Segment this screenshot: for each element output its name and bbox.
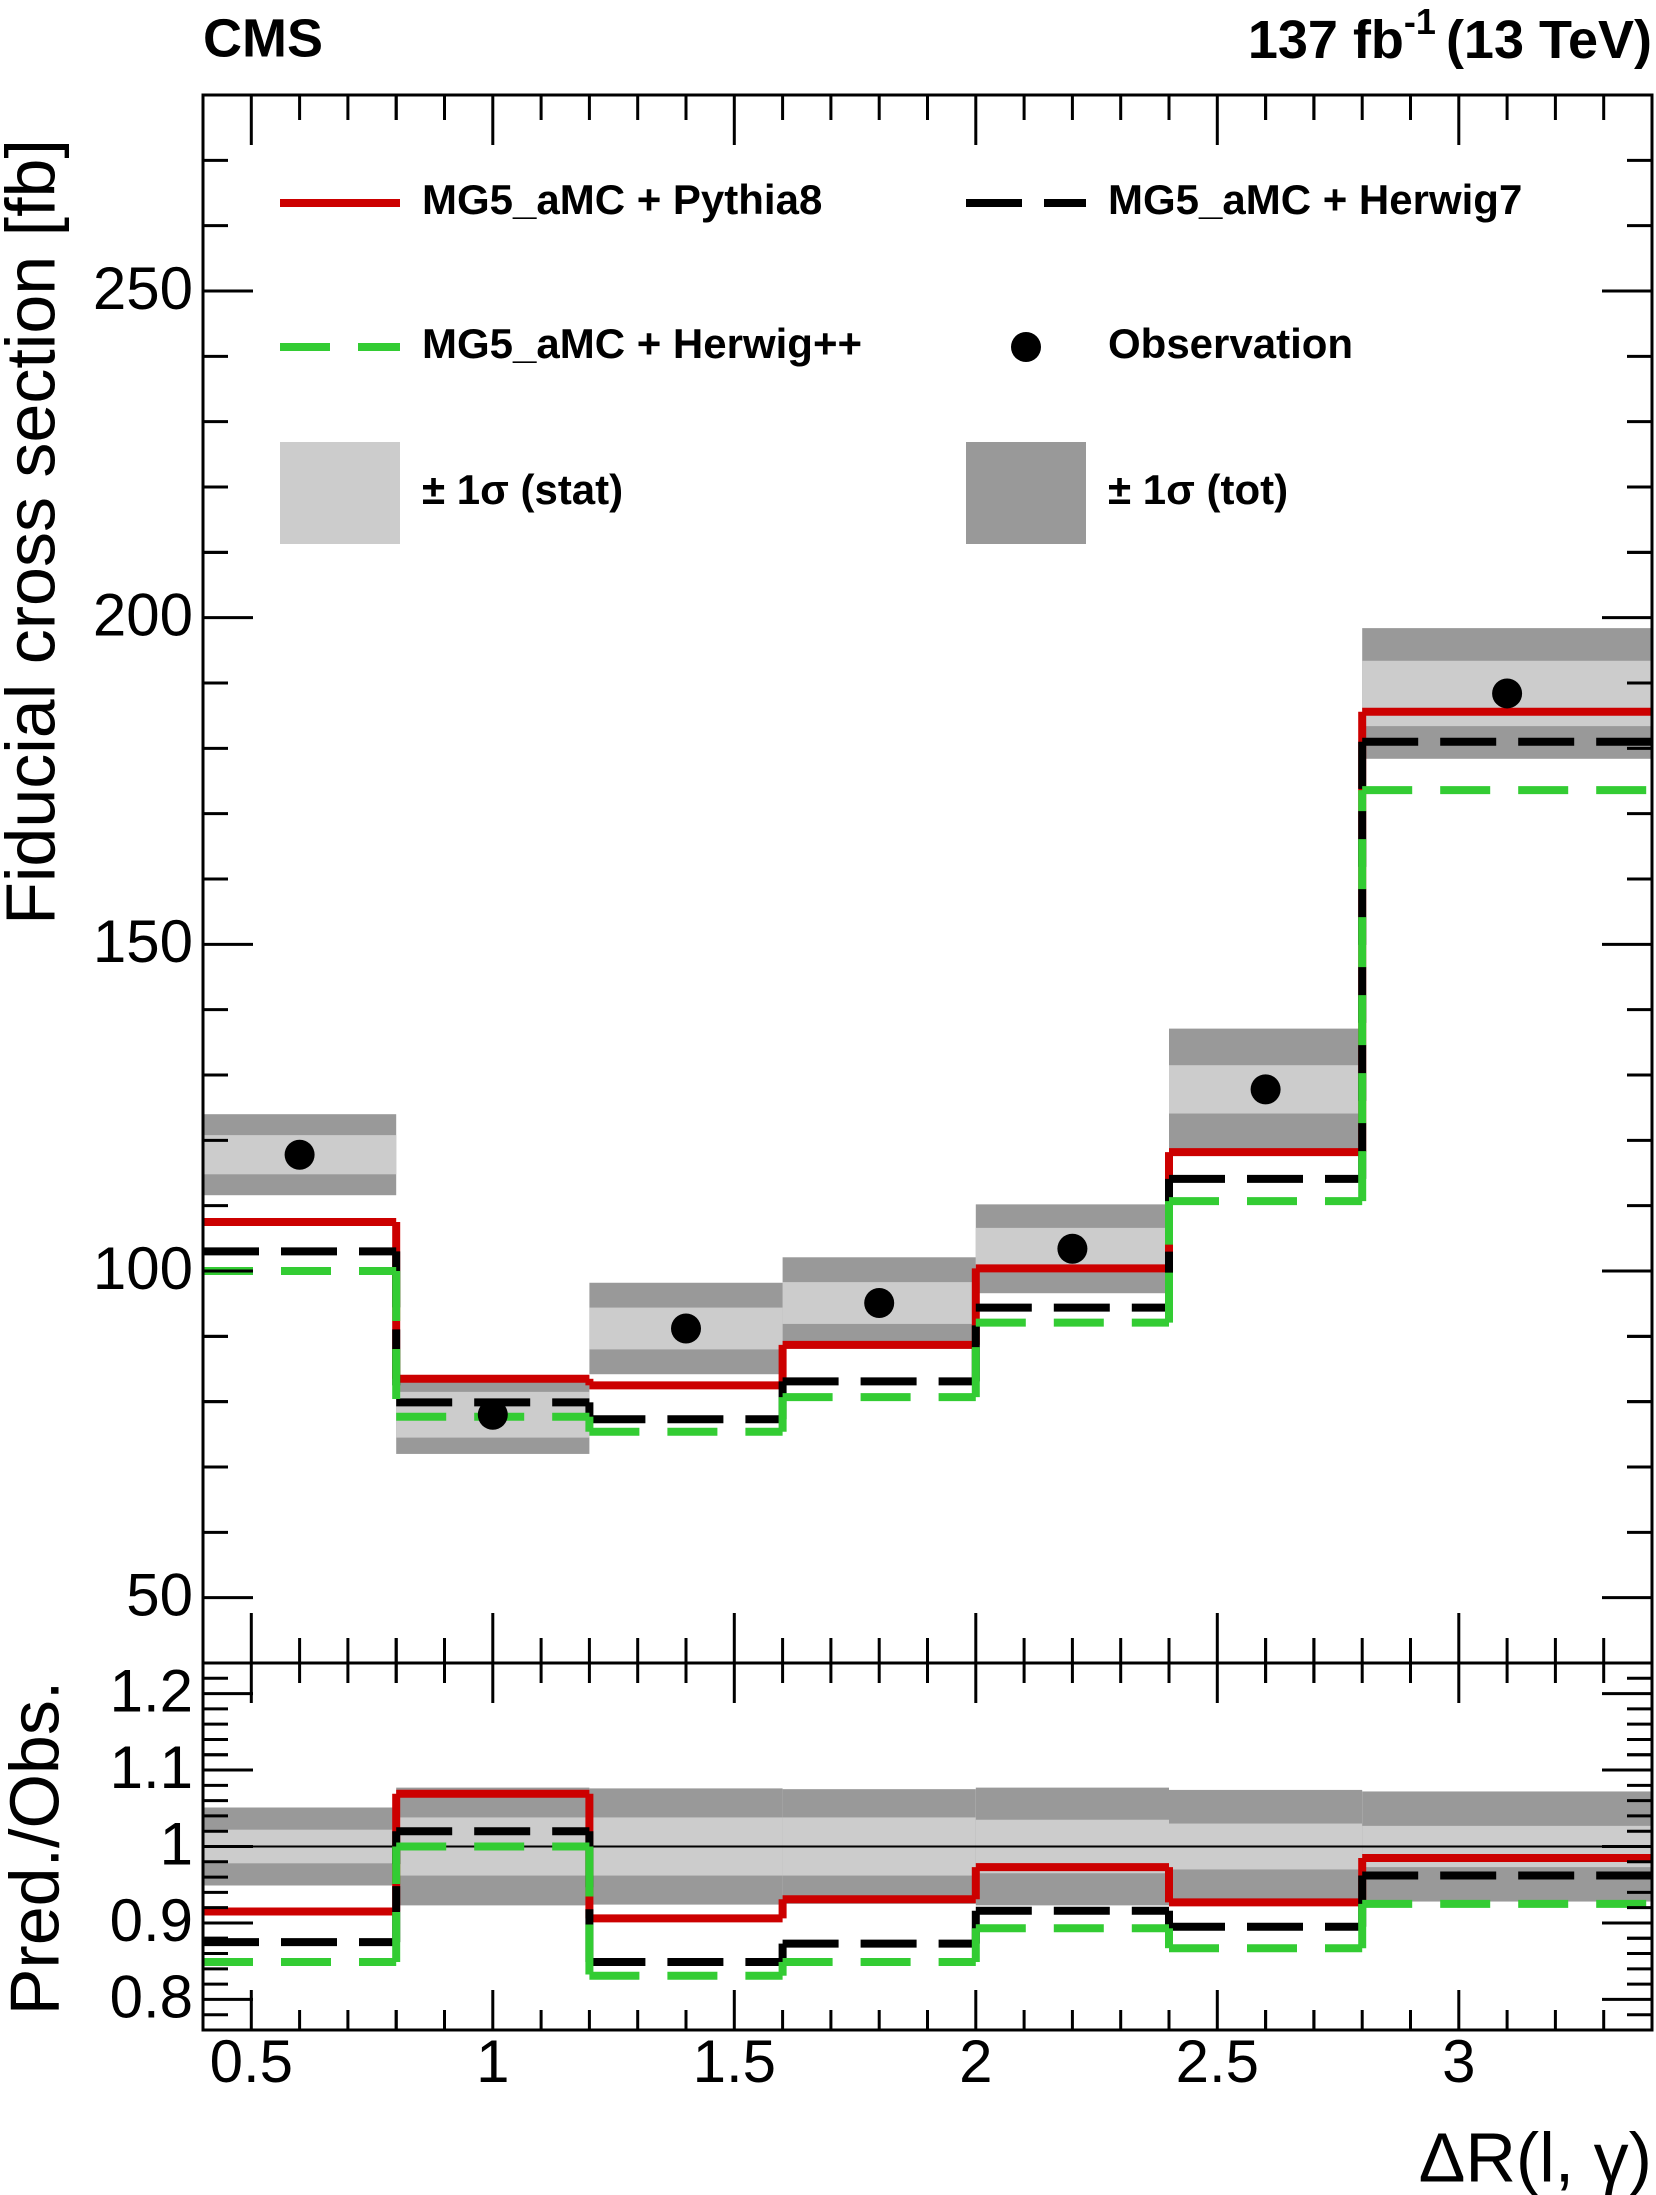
y-tick-label: 200 [93,582,193,649]
observation-point [671,1313,701,1344]
y-tick-label: 100 [93,1235,193,1302]
legend-label: Observation [1108,320,1353,367]
x-tick-label: 3 [1442,2028,1475,2095]
x-axis-label: ΔR(l, γ) [1419,2118,1652,2195]
y-tick-label: 1.2 [110,1657,193,1724]
x-tick-label: 2.5 [1176,2028,1259,2095]
y-tick-label: 1 [160,1810,193,1877]
y-tick-label: 0.9 [110,1887,193,1954]
observation-point [864,1288,895,1319]
x-tick-label: 2 [959,2028,992,2095]
lumi-sup: -1 [1404,1,1436,42]
y-tick-label: 50 [126,1562,193,1629]
observation-point [1492,678,1523,709]
observation-point [477,1399,508,1430]
legend-label: ± 1σ (tot) [1108,466,1288,513]
x-tick-label: 0.5 [210,2028,293,2095]
lumi-text: 137 fb [1248,10,1404,70]
legend-box [966,442,1086,544]
lumi-energy: (13 TeV) [1446,10,1652,70]
x-tick-label: 1 [476,2028,509,2095]
y-tick-label: 250 [93,255,193,322]
observation-point [284,1139,315,1170]
y-tick-label: 0.8 [110,1963,193,2030]
observation-point [1057,1233,1088,1264]
legend-dot [1011,332,1041,362]
legend-box [280,442,400,544]
legend-label: MG5_aMC + Herwig7 [1108,176,1522,223]
legend-label: MG5_aMC + Pythia8 [422,176,822,223]
legend-label: MG5_aMC + Herwig++ [422,320,862,367]
ratio-y-axis-label: Pred./Obs. [0,1681,73,2016]
y-tick-label: 150 [93,908,193,975]
experiment-label: CMS [203,8,323,68]
lumi-label: 137 fb-1 (13 TeV) [1248,1,1652,71]
x-tick-label: 1.5 [693,2028,776,2095]
y-axis-label: Fiducial cross section [fb] [0,139,69,925]
y-tick-label: 1.1 [110,1734,193,1801]
legend-label: ± 1σ (stat) [422,466,623,513]
observation-point [1250,1074,1281,1105]
